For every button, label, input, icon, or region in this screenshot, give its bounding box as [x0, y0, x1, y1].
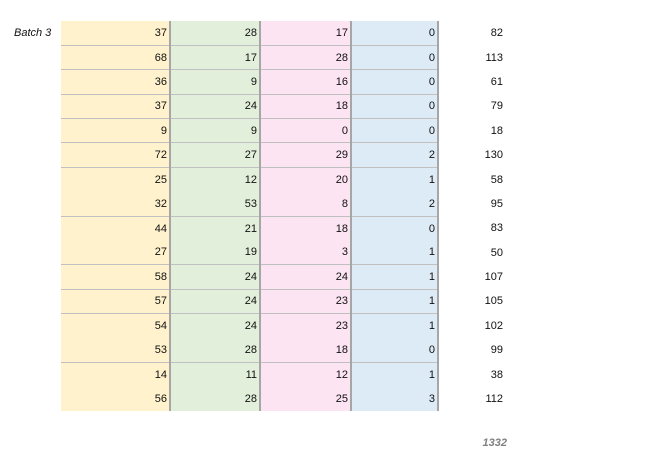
- cell-col3[interactable]: 0: [260, 118, 352, 144]
- cell-col1[interactable]: 25: [61, 167, 171, 192]
- batch-label: Batch 3: [14, 27, 52, 39]
- cell-col4[interactable]: 0: [351, 45, 439, 71]
- data-table: 37 28 17 0 82 68 17 28 0 113 36 9 16 0 61 37 24 18 0 79 9 9 0 0…: [61, 21, 508, 412]
- table-row: 68 17 28 0 113: [61, 45, 508, 71]
- cell-col4[interactable]: 1: [351, 240, 439, 266]
- table-row: 53 28 18 0 99: [61, 338, 508, 363]
- cell-col1[interactable]: 54: [61, 313, 171, 339]
- cell-col4[interactable]: 0: [351, 338, 439, 363]
- cell-col2[interactable]: 24: [170, 313, 261, 339]
- cell-col1[interactable]: 56: [61, 386, 171, 412]
- cell-col3[interactable]: 18: [260, 338, 352, 363]
- cell-col1[interactable]: 72: [61, 142, 171, 168]
- cell-col4[interactable]: 0: [351, 69, 439, 95]
- cell-col4[interactable]: 1: [351, 264, 439, 290]
- cell-col4[interactable]: 2: [351, 191, 439, 217]
- cell-col2[interactable]: 28: [170, 21, 261, 46]
- row-total[interactable]: 113: [438, 45, 508, 70]
- cell-col1[interactable]: 58: [61, 264, 171, 290]
- table-row: 32 53 8 2 95: [61, 191, 508, 217]
- cell-col1[interactable]: 53: [61, 338, 171, 363]
- cell-col3[interactable]: 18: [260, 216, 352, 241]
- cell-col2[interactable]: 12: [170, 167, 261, 192]
- cell-col2[interactable]: 9: [170, 118, 261, 144]
- row-total[interactable]: 130: [438, 142, 508, 168]
- cell-col1[interactable]: 37: [61, 94, 171, 120]
- cell-col2[interactable]: 28: [170, 338, 261, 363]
- cell-col2[interactable]: 11: [170, 362, 261, 387]
- row-total[interactable]: 99: [438, 338, 508, 363]
- cell-col4[interactable]: 0: [351, 21, 439, 46]
- cell-col2[interactable]: 19: [170, 240, 261, 266]
- cell-col1[interactable]: 37: [61, 21, 171, 46]
- cell-col3[interactable]: 23: [260, 289, 352, 315]
- table-row: 37 28 17 0 82: [61, 21, 508, 46]
- cell-col2[interactable]: 9: [170, 69, 261, 95]
- cell-col2[interactable]: 17: [170, 45, 261, 71]
- cell-col3[interactable]: 3: [260, 240, 352, 266]
- table-row: 9 9 0 0 18: [61, 118, 508, 144]
- table-row: 57 24 23 1 105: [61, 289, 508, 315]
- row-total[interactable]: 107: [438, 264, 508, 290]
- table-row: 14 11 12 1 38: [61, 362, 508, 387]
- row-total[interactable]: 82: [438, 21, 508, 46]
- cell-col4[interactable]: 1: [351, 362, 439, 387]
- cell-col3[interactable]: 17: [260, 21, 352, 46]
- table-row: 44 21 18 0 83: [61, 216, 508, 241]
- cell-col2[interactable]: 24: [170, 289, 261, 315]
- row-total[interactable]: 50: [438, 240, 508, 265]
- cell-col1[interactable]: 9: [61, 118, 171, 144]
- cell-col2[interactable]: 24: [170, 264, 261, 290]
- cell-col3[interactable]: 18: [260, 94, 352, 120]
- cell-col4[interactable]: 0: [351, 216, 439, 241]
- cell-col3[interactable]: 24: [260, 264, 352, 290]
- cell-col2[interactable]: 21: [170, 216, 261, 241]
- table-row: 54 24 23 1 102: [61, 313, 508, 339]
- cell-col2[interactable]: 24: [170, 94, 261, 120]
- cell-col4[interactable]: 1: [351, 289, 439, 315]
- cell-col1[interactable]: 44: [61, 216, 171, 241]
- row-total[interactable]: 18: [438, 118, 508, 143]
- cell-col1[interactable]: 57: [61, 289, 171, 315]
- row-total[interactable]: 61: [438, 69, 508, 95]
- cell-col3[interactable]: 29: [260, 142, 352, 168]
- cell-col3[interactable]: 8: [260, 191, 352, 217]
- table-row: 37 24 18 0 79: [61, 94, 508, 120]
- table-row: 58 24 24 1 107: [61, 264, 508, 290]
- cell-col4[interactable]: 1: [351, 167, 439, 192]
- cell-col4[interactable]: 3: [351, 386, 439, 412]
- row-total[interactable]: 112: [438, 386, 508, 412]
- row-total[interactable]: 105: [438, 289, 508, 314]
- cell-col3[interactable]: 12: [260, 362, 352, 387]
- row-total[interactable]: 38: [438, 362, 508, 387]
- cell-col3[interactable]: 20: [260, 167, 352, 192]
- row-total[interactable]: 58: [438, 167, 508, 192]
- table-row: 36 9 16 0 61: [61, 69, 508, 95]
- cell-col2[interactable]: 28: [170, 386, 261, 412]
- cell-col3[interactable]: 23: [260, 313, 352, 339]
- cell-col1[interactable]: 27: [61, 240, 171, 266]
- cell-col1[interactable]: 36: [61, 69, 171, 95]
- table-row: 72 27 29 2 130: [61, 142, 508, 168]
- row-total[interactable]: 83: [438, 216, 508, 241]
- cell-col1[interactable]: 68: [61, 45, 171, 71]
- cell-col1[interactable]: 14: [61, 362, 171, 387]
- grand-total: 1332: [482, 437, 507, 449]
- cell-col4[interactable]: 2: [351, 142, 439, 168]
- row-total[interactable]: 102: [438, 313, 508, 339]
- cell-col4[interactable]: 0: [351, 94, 439, 120]
- cell-col3[interactable]: 28: [260, 45, 352, 71]
- row-total[interactable]: 79: [438, 94, 508, 119]
- table-row: 27 19 3 1 50: [61, 240, 508, 266]
- cell-col2[interactable]: 27: [170, 142, 261, 168]
- table-row: 56 28 25 3 112: [61, 386, 508, 412]
- cell-col3[interactable]: 16: [260, 69, 352, 95]
- cell-col3[interactable]: 25: [260, 386, 352, 412]
- cell-col4[interactable]: 0: [351, 118, 439, 144]
- row-total[interactable]: 95: [438, 191, 508, 217]
- cell-col2[interactable]: 53: [170, 191, 261, 217]
- table-row: 25 12 20 1 58: [61, 167, 508, 192]
- cell-col1[interactable]: 32: [61, 191, 171, 217]
- cell-col4[interactable]: 1: [351, 313, 439, 339]
